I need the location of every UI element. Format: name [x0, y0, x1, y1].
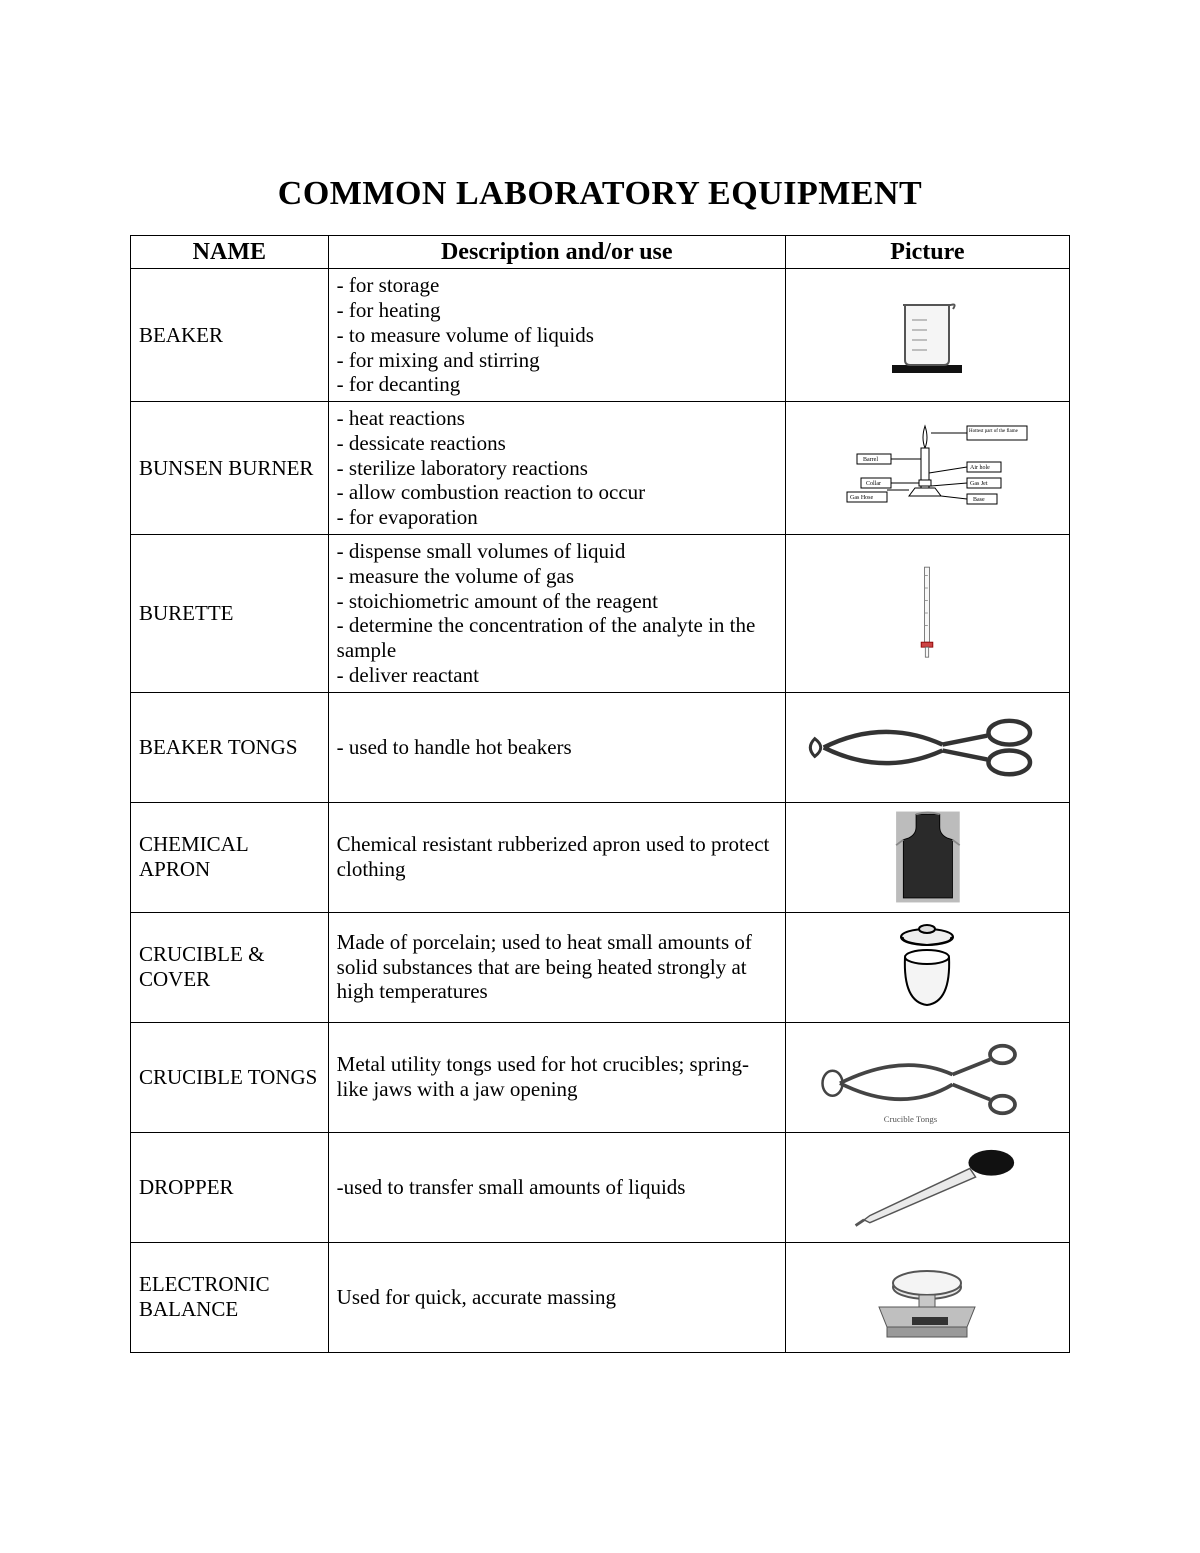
table-row: CRUCIBLE & COVERMade of porcelain; used …: [131, 912, 1070, 1022]
description-line: - for mixing and stirring: [337, 348, 777, 373]
description-line: - for evaporation: [337, 505, 777, 530]
equipment-description: Chemical resistant rubberized apron used…: [328, 802, 785, 912]
dropper-icon: [794, 1137, 1061, 1237]
crucible-icon: [794, 917, 1061, 1017]
equipment-name: ELECTRONIC BALANCE: [131, 1242, 329, 1352]
equipment-picture: Crucible Tongs: [785, 1022, 1069, 1132]
equipment-picture: Hottest part of the flame Barrel Air hol…: [785, 402, 1069, 535]
description-line: - for storage: [337, 273, 777, 298]
equipment-name: BUNSEN BURNER: [131, 402, 329, 535]
description-line: - deliver reactant: [337, 663, 777, 688]
equipment-name: BEAKER: [131, 269, 329, 402]
description-line: - sterilize laboratory reactions: [337, 456, 777, 481]
svg-text:Air hole: Air hole: [970, 465, 990, 471]
svg-text:Gas Jet: Gas Jet: [970, 481, 988, 487]
equipment-description: Used for quick, accurate massing: [328, 1242, 785, 1352]
equipment-name: CRUCIBLE & COVER: [131, 912, 329, 1022]
equipment-description: -used to transfer small amounts of liqui…: [328, 1132, 785, 1242]
svg-text:Barrel: Barrel: [863, 457, 878, 463]
equipment-picture: [785, 1132, 1069, 1242]
btongs-icon: [794, 697, 1061, 797]
equipment-picture: [785, 912, 1069, 1022]
th-name: NAME: [131, 236, 329, 269]
equipment-table: NAME Description and/or use Picture BEAK…: [130, 235, 1070, 1353]
beaker-icon: [794, 285, 1061, 385]
equipment-name: CRUCIBLE TONGS: [131, 1022, 329, 1132]
description-line: - allow combustion reaction to occur: [337, 480, 777, 505]
th-pic: Picture: [785, 236, 1069, 269]
description-line: - for decanting: [337, 372, 777, 397]
svg-text:Gas Hose: Gas Hose: [850, 495, 873, 501]
equipment-description: Metal utility tongs used for hot crucibl…: [328, 1022, 785, 1132]
table-row: BEAKER TONGS - used to handle hot beakers: [131, 692, 1070, 802]
description-line: - heat reactions: [337, 406, 777, 431]
description-line: Metal utility tongs used for hot crucibl…: [337, 1052, 777, 1102]
equipment-description: - heat reactions- dessicate reactions- s…: [328, 402, 785, 535]
svg-text:Hottest part of the flame: Hottest part of the flame: [969, 429, 1019, 434]
equipment-picture: [785, 534, 1069, 692]
equipment-description: - for storage- for heating- to measure v…: [328, 269, 785, 402]
equipment-picture: [785, 1242, 1069, 1352]
th-desc: Description and/or use: [328, 236, 785, 269]
table-row: BUNSEN BURNER- heat reactions- dessicate…: [131, 402, 1070, 535]
equipment-name: BEAKER TONGS: [131, 692, 329, 802]
equipment-name: CHEMICAL APRON: [131, 802, 329, 912]
svg-text:Base: Base: [973, 497, 985, 503]
equipment-description: - used to handle hot beakers: [328, 692, 785, 802]
svg-text:Collar: Collar: [866, 481, 881, 487]
description-line: Chemical resistant rubberized apron used…: [337, 832, 777, 882]
balance-icon: [794, 1247, 1061, 1347]
table-row: BEAKER- for storage- for heating- to mea…: [131, 269, 1070, 402]
description-line: - stoichiometric amount of the reagent: [337, 589, 777, 614]
equipment-picture: [785, 692, 1069, 802]
ctongs-icon: Crucible Tongs: [794, 1027, 1061, 1127]
table-row: CRUCIBLE TONGSMetal utility tongs used f…: [131, 1022, 1070, 1132]
equipment-name: DROPPER: [131, 1132, 329, 1242]
equipment-picture: [785, 269, 1069, 402]
svg-text:Crucible Tongs: Crucible Tongs: [884, 1114, 938, 1124]
table-row: BURETTE- dispense small volumes of liqui…: [131, 534, 1070, 692]
table-row: DROPPER -used to transfer small amounts o…: [131, 1132, 1070, 1242]
bunsen-icon: Hottest part of the flame Barrel Air hol…: [794, 418, 1061, 518]
description-line: Made of porcelain; used to heat small am…: [337, 930, 777, 1004]
table-header-row: NAME Description and/or use Picture: [131, 236, 1070, 269]
description-line: -used to transfer small amounts of liqui…: [337, 1175, 777, 1200]
burette-icon: [794, 563, 1061, 663]
description-line: Used for quick, accurate massing: [337, 1285, 777, 1310]
table-row: CHEMICAL APRONChemical resistant rubberi…: [131, 802, 1070, 912]
description-line: - measure the volume of gas: [337, 564, 777, 589]
description-line: - dispense small volumes of liquid: [337, 539, 777, 564]
description-line: - for heating: [337, 298, 777, 323]
description-line: - to measure volume of liquids: [337, 323, 777, 348]
equipment-description: Made of porcelain; used to heat small am…: [328, 912, 785, 1022]
table-row: ELECTRONIC BALANCE Used for quick, accura…: [131, 1242, 1070, 1352]
description-line: - dessicate reactions: [337, 431, 777, 456]
equipment-picture: [785, 802, 1069, 912]
page-title: COMMON LABORATORY EQUIPMENT: [130, 175, 1070, 213]
description-line: - determine the concentration of the ana…: [337, 613, 777, 663]
description-line: - used to handle hot beakers: [337, 735, 777, 760]
equipment-name: BURETTE: [131, 534, 329, 692]
equipment-description: - dispense small volumes of liquid- meas…: [328, 534, 785, 692]
apron-icon: [794, 807, 1061, 907]
